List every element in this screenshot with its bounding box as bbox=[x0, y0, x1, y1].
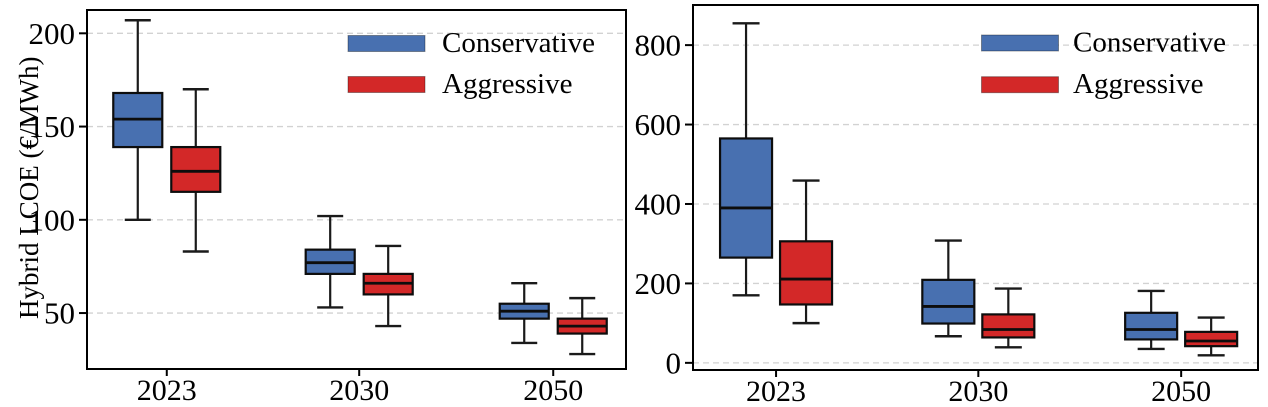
box-conservative-2030-right bbox=[921, 278, 976, 325]
y-tick-label-left-50: 50 bbox=[44, 296, 75, 331]
x-tick-label-right-2023: 2023 bbox=[746, 375, 806, 407]
legend-swatch-conservative-left bbox=[347, 35, 426, 52]
x-tick-label-right-2050: 2050 bbox=[1151, 375, 1211, 407]
y-tick-label-left-200: 200 bbox=[29, 16, 76, 51]
legend-label-aggressive-right: Aggressive bbox=[1073, 68, 1203, 100]
y-tick-label-right-0: 0 bbox=[666, 345, 682, 380]
box-aggressive-2023-left bbox=[170, 145, 222, 193]
x-tick-label-left-2023: 2023 bbox=[137, 374, 197, 407]
x-tick-label-left-2050: 2050 bbox=[523, 374, 583, 407]
legend-swatch-aggressive-right bbox=[981, 76, 1059, 94]
box-aggressive-2050-right bbox=[1184, 330, 1239, 348]
y-tick-label-left-100: 100 bbox=[29, 202, 76, 237]
x-tick-label-right-2030: 2030 bbox=[948, 375, 1008, 407]
legend-label-conservative-right: Conservative bbox=[1073, 27, 1226, 59]
y-tick-label-right-800: 800 bbox=[635, 28, 682, 63]
box-conservative-2050-right bbox=[1124, 311, 1179, 341]
y-tick-label-right-600: 600 bbox=[635, 107, 682, 142]
box-aggressive-2030-right bbox=[981, 313, 1036, 339]
plot-frame-right bbox=[692, 4, 1259, 371]
plot-frame-left bbox=[86, 9, 627, 370]
legend-label-aggressive-left: Aggressive bbox=[442, 68, 572, 100]
box-aggressive-2023-right bbox=[778, 240, 834, 306]
legend-label-conservative-left: Conservative bbox=[442, 27, 595, 59]
box-conservative-2023-right bbox=[718, 137, 774, 259]
x-tick-label-left-2030: 2030 bbox=[329, 374, 389, 407]
legend-swatch-conservative-right bbox=[981, 34, 1059, 52]
y-tick-label-left-150: 150 bbox=[29, 109, 76, 144]
y-tick-label-right-200: 200 bbox=[635, 266, 682, 301]
y-tick-label-right-400: 400 bbox=[635, 186, 682, 221]
legend-swatch-aggressive-left bbox=[347, 76, 426, 93]
